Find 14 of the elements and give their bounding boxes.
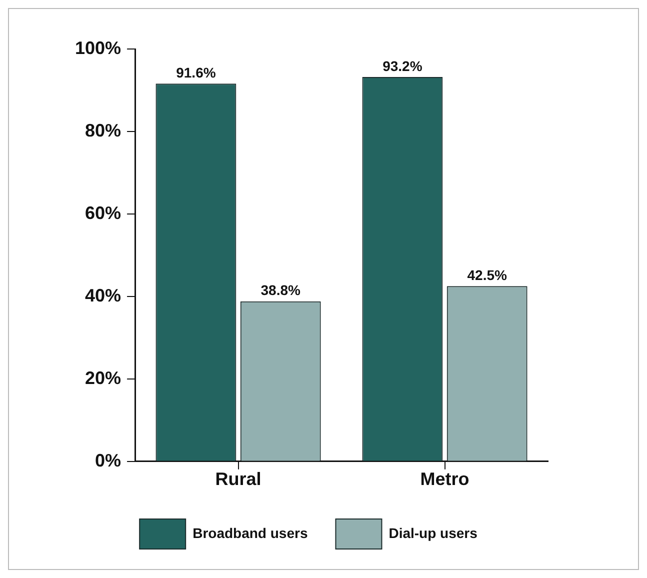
y-tick-label: 20% <box>85 368 122 388</box>
y-tick-label: 80% <box>85 120 122 140</box>
y-tick-label: 40% <box>85 285 122 306</box>
x-tick-label: Rural <box>215 469 262 490</box>
x-tick-label: Metro <box>420 469 470 490</box>
data-label: 38.8% <box>260 282 302 298</box>
legend-label: Broadband users <box>192 524 308 541</box>
legend-label: Dial-up users <box>388 524 478 541</box>
data-label: 91.6% <box>176 64 216 80</box>
data-label: 93.2% <box>382 58 423 74</box>
y-tick-label: 100% <box>74 38 122 58</box>
data-label: 42.5% <box>467 266 508 283</box>
y-tick-label: 0% <box>95 450 122 470</box>
y-tick-label: 60% <box>85 202 122 223</box>
